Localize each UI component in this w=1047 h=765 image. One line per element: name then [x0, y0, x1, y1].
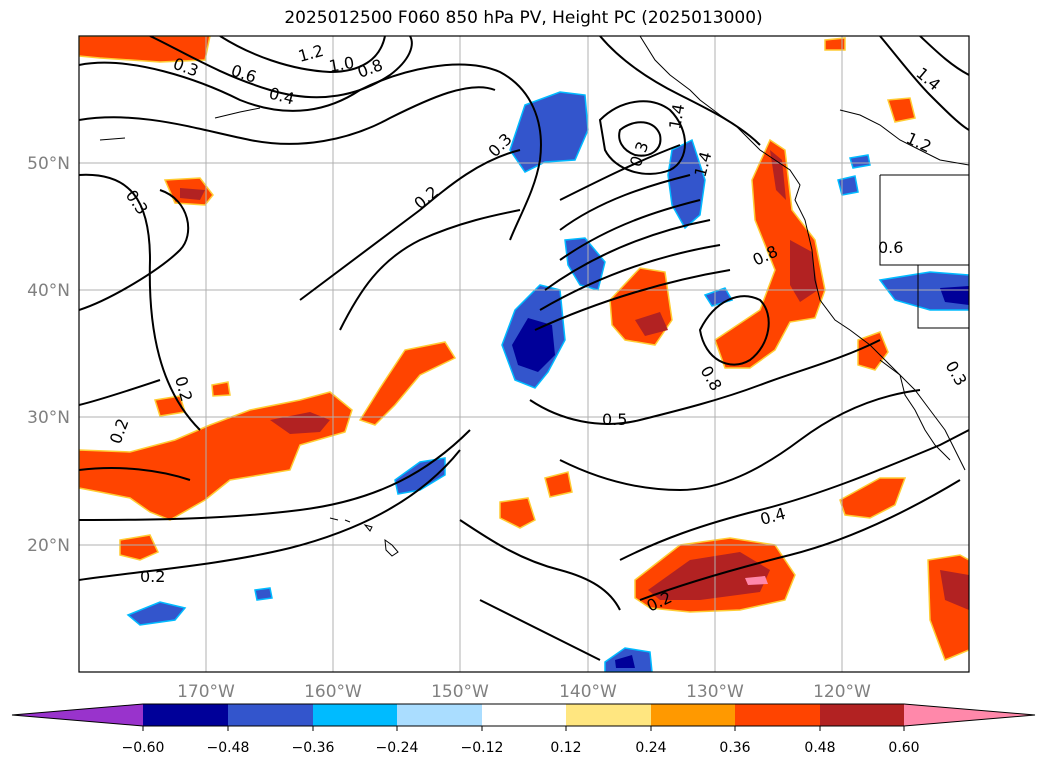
colorbar-segment: [228, 704, 313, 726]
lat-label: 50°N: [27, 154, 70, 174]
map-title: 2025012500 F060 850 hPa PV, Height PC (2…: [284, 8, 763, 28]
colorbar-segment: [397, 704, 482, 726]
latitude-labels: 50°N 40°N 30°N 20°N: [27, 154, 70, 556]
colorbar-tick: −0.24: [376, 740, 419, 756]
colorbar-segment: [566, 704, 651, 726]
colorbar-tick: 0.60: [888, 740, 919, 756]
contour-label: 0.2: [140, 567, 165, 586]
colorbar-extend-low: [12, 704, 143, 726]
colorbar-tick: −0.12: [461, 740, 504, 756]
coastlines: [99, 36, 969, 557]
lon-label: 170°W: [177, 682, 235, 702]
colorbar-segment: [482, 704, 566, 726]
lon-label: 130°W: [686, 682, 744, 702]
lon-label: 120°W: [813, 682, 871, 702]
colorbar-tick: 0.12: [550, 740, 581, 756]
colorbar-tick: −0.60: [122, 740, 165, 756]
lat-label: 30°N: [27, 408, 70, 428]
colorbar-tick: −0.36: [292, 740, 335, 756]
colorbar: −0.60 −0.48 −0.36 −0.24 −0.12 0.12 0.24 …: [11, 703, 1036, 756]
colorbar-segment: [313, 704, 397, 726]
positive-pv-shading: [79, 36, 969, 661]
lon-label: 140°W: [559, 682, 617, 702]
lat-label: 40°N: [27, 281, 70, 301]
colorbar-segment: [820, 704, 904, 726]
height-contours: [79, 36, 969, 661]
map-frame: [78, 35, 970, 673]
colorbar-tick: −0.48: [207, 740, 250, 756]
contour-label: 1.4: [665, 102, 688, 130]
colorbar-extend-high: [904, 704, 1035, 726]
contour-label: 0.6: [878, 238, 903, 257]
negative-pv-shading: [126, 91, 969, 672]
colorbar-segment: [143, 704, 228, 726]
gridlines: [79, 36, 969, 672]
colorbar-segment: [735, 704, 820, 726]
lon-label: 160°W: [304, 682, 362, 702]
lat-label: 20°N: [27, 536, 70, 556]
lon-label: 150°W: [431, 682, 489, 702]
colorbar-segment: [651, 704, 735, 726]
colorbar-tick: 0.36: [719, 740, 750, 756]
contour-label: 0.5: [602, 410, 627, 429]
longitude-labels: 170°W 160°W 150°W 140°W 130°W 120°W: [177, 682, 871, 702]
colorbar-tick: 0.24: [635, 740, 666, 756]
contour-label: 1.0: [327, 53, 355, 76]
colorbar-tick: 0.48: [804, 740, 835, 756]
